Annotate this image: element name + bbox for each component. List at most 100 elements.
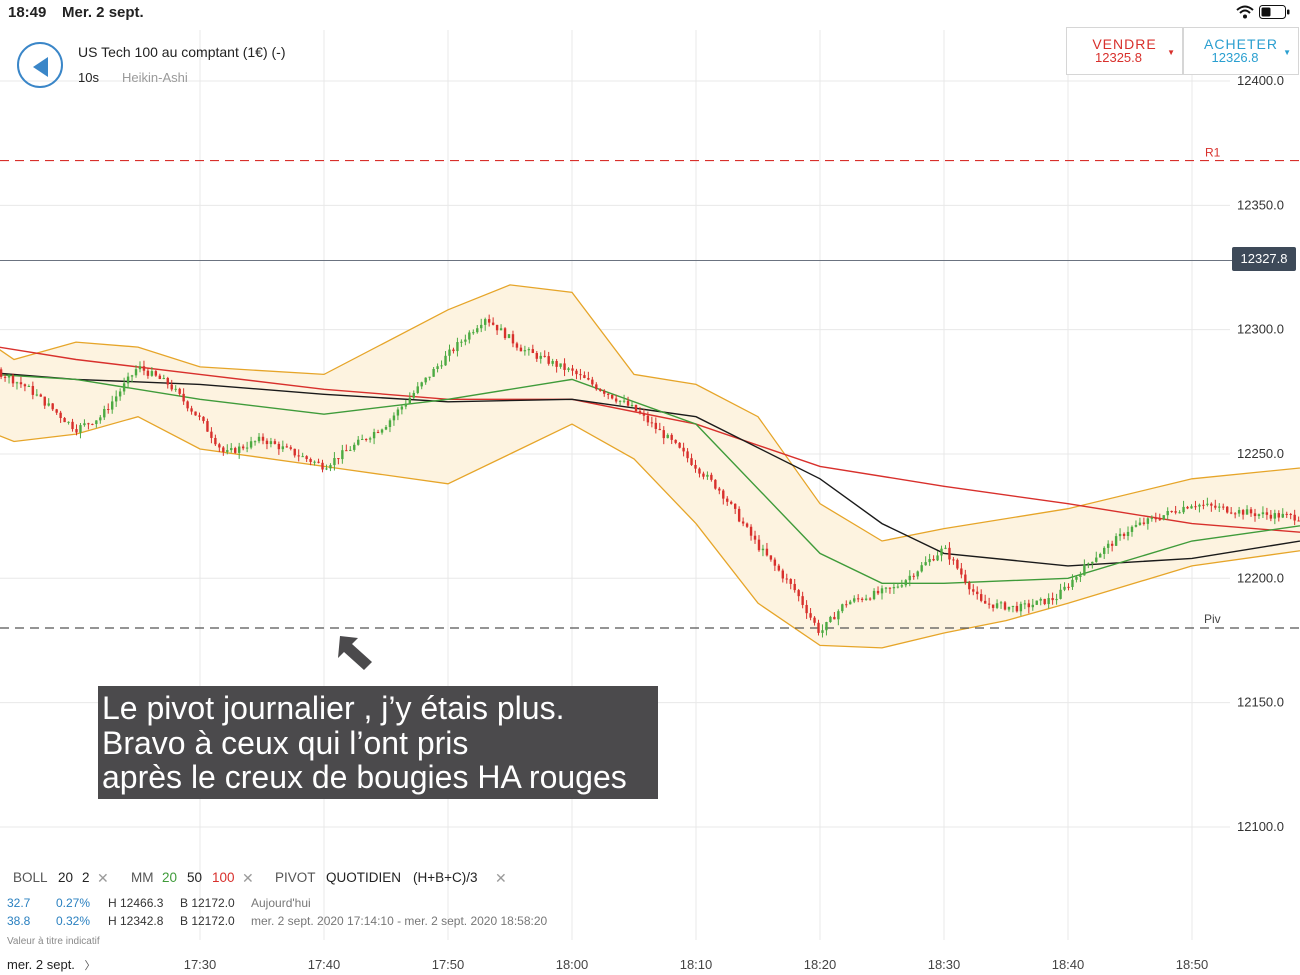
candle-body: [456, 342, 459, 352]
candle-body: [956, 559, 959, 569]
timeframe-selector[interactable]: 10s: [78, 70, 99, 85]
legend-mm50[interactable]: 50: [187, 870, 203, 885]
candle-body: [571, 368, 574, 371]
candle-body: [618, 400, 622, 402]
back-arrow-icon: [33, 57, 48, 77]
candle-body: [610, 394, 614, 399]
x-tick-label: 17:40: [308, 957, 341, 972]
remove-boll-icon[interactable]: ✕: [97, 870, 109, 886]
legend-pivot-formula[interactable]: (H+B+C)/3: [413, 870, 478, 885]
candle-body: [1130, 526, 1134, 532]
candle-body: [257, 436, 261, 442]
candle-body: [817, 622, 820, 633]
legend-boll-period[interactable]: 20: [58, 870, 74, 885]
candle-body: [198, 415, 201, 417]
candle-body: [178, 388, 181, 394]
x-tick-label: 17:50: [432, 957, 465, 972]
candle-body: [491, 322, 495, 325]
legend-boll-dev[interactable]: 2: [82, 870, 90, 885]
candle-body: [940, 548, 943, 556]
sell-button[interactable]: VENDRE 12325.8 ▼: [1066, 27, 1183, 75]
legend-mm100[interactable]: 100: [212, 870, 235, 885]
footer-date[interactable]: mer. 2 sept. 〉: [7, 957, 96, 973]
candle-body: [583, 375, 586, 378]
candle-body: [1051, 598, 1054, 601]
candle-body: [567, 368, 570, 370]
candle-body: [785, 578, 788, 580]
bollinger-fill: [0, 284, 1300, 648]
candle-body: [845, 604, 848, 606]
candle-body: [499, 328, 503, 331]
status-time: 18:49: [8, 4, 47, 21]
candle-body: [436, 366, 439, 369]
sell-price: 12325.8: [1095, 50, 1142, 65]
candle-body: [1114, 536, 1118, 546]
candle-body: [329, 465, 332, 469]
candle-body: [900, 585, 904, 587]
candle-body: [1063, 586, 1066, 590]
candle-body: [833, 616, 836, 620]
candle-body: [1210, 503, 1213, 506]
candle-body: [678, 442, 681, 448]
candle-body: [372, 432, 376, 439]
candle-body: [1007, 606, 1011, 610]
candle-body: [87, 423, 90, 425]
candle-body: [130, 375, 134, 377]
candle-body: [55, 409, 58, 413]
candle-body: [245, 447, 249, 449]
candle-body: [829, 616, 832, 623]
candle-body: [1289, 514, 1292, 516]
x-tick-label: 18:00: [556, 957, 589, 972]
candle-body: [980, 594, 983, 601]
candle-body: [376, 432, 380, 434]
candle-body: [95, 420, 98, 425]
candle-body: [480, 324, 483, 329]
candle-body: [237, 446, 241, 453]
candle-body: [345, 450, 348, 452]
candle-body: [603, 390, 606, 394]
candle-body: [289, 447, 292, 449]
bollinger-upper-line: [0, 284, 1300, 542]
candle-body: [1099, 553, 1102, 558]
candle-body: [99, 417, 102, 421]
candle-body: [1261, 512, 1265, 515]
candle-body: [1245, 509, 1249, 515]
candle-body: [1273, 513, 1277, 519]
candle-body: [317, 461, 320, 463]
candle-body: [924, 562, 927, 566]
info-low: B 12172.0: [180, 896, 235, 910]
chart-type-selector[interactable]: Heikin-Ashi: [122, 70, 188, 85]
ma20-line: [0, 374, 1300, 584]
candle-body: [420, 382, 423, 387]
candle-body: [79, 425, 82, 433]
candle-body: [1158, 519, 1161, 521]
candle-body: [559, 363, 562, 367]
candle-body: [1075, 576, 1078, 580]
remove-mm-icon[interactable]: ✕: [242, 870, 254, 886]
legend-boll-label[interactable]: BOLL: [13, 870, 48, 885]
annotation-line-1: Le pivot journalier , j’y étais plus.: [102, 690, 565, 726]
candle-body: [892, 587, 896, 589]
legend-pivot-period[interactable]: QUOTIDIEN: [326, 870, 402, 885]
buy-button[interactable]: ACHETER 12326.8 ▼: [1183, 27, 1299, 75]
legend-mm-label[interactable]: MM: [131, 870, 154, 885]
candle-body: [7, 375, 11, 378]
candle-body: [277, 443, 281, 450]
candle-body: [531, 349, 535, 354]
battery-icon: [1259, 5, 1290, 19]
candle-body: [638, 411, 642, 414]
candle-body: [313, 461, 316, 463]
legend-pivot-label[interactable]: PIVOT: [275, 870, 316, 885]
candle-body: [797, 590, 800, 597]
legend-mm20[interactable]: 20: [162, 870, 178, 885]
candle-body: [51, 403, 54, 410]
candle-body: [396, 409, 400, 416]
candle-body: [408, 397, 412, 404]
candle-body: [0, 369, 3, 377]
remove-pivot-icon[interactable]: ✕: [495, 870, 507, 886]
back-button[interactable]: [17, 42, 63, 88]
candle-body: [162, 378, 165, 380]
info-high: H 12466.3: [108, 896, 164, 910]
y-tick-label: 12300.0: [1237, 322, 1284, 337]
